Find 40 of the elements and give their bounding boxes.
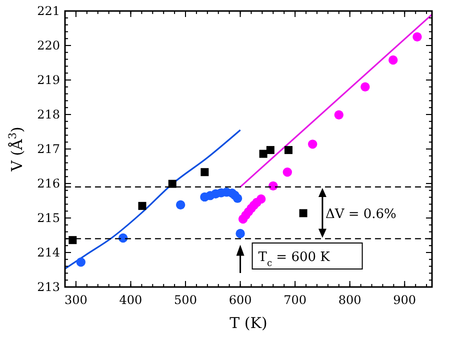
point [259, 150, 268, 158]
y-tick-label: 220 [37, 38, 60, 52]
point [68, 236, 77, 244]
point [168, 180, 176, 188]
y-tick-label: 219 [37, 73, 60, 87]
point [266, 146, 274, 154]
y-tick-label: 218 [37, 108, 60, 122]
x-tick-label: 400 [119, 293, 142, 307]
point [284, 146, 292, 154]
point [138, 202, 146, 210]
annotation: ΔV = 0.6% [325, 206, 396, 222]
point [256, 194, 266, 204]
x-tick-label: 500 [174, 293, 197, 307]
point [232, 194, 242, 203]
annotation: T$_{c}$ = 600 K [258, 250, 330, 269]
y-tick-label: 214 [37, 246, 60, 260]
x-tick-label: 700 [284, 293, 307, 307]
point [76, 258, 86, 267]
point [268, 181, 278, 191]
point [282, 168, 292, 177]
point [334, 110, 344, 120]
x-tick-label: 800 [338, 293, 362, 307]
point [299, 209, 308, 218]
x-tick-label: 600 [228, 293, 252, 307]
y-tick-label: 216 [37, 176, 60, 190]
y-tick-label: 213 [37, 280, 60, 294]
y-tick-label: 215 [37, 211, 60, 225]
point [388, 55, 398, 65]
y-tick-label: 217 [37, 142, 60, 156]
line-series [65, 129, 242, 270]
x-tick-label: 900 [393, 293, 416, 307]
point [360, 82, 370, 92]
point [412, 32, 422, 42]
point [176, 200, 186, 210]
point [308, 140, 318, 149]
point [236, 228, 245, 238]
y-tick-label: 221 [37, 4, 60, 18]
x-tick-label: 300 [64, 293, 88, 307]
point [200, 168, 209, 176]
x-axis-title: T (K) [230, 314, 268, 332]
